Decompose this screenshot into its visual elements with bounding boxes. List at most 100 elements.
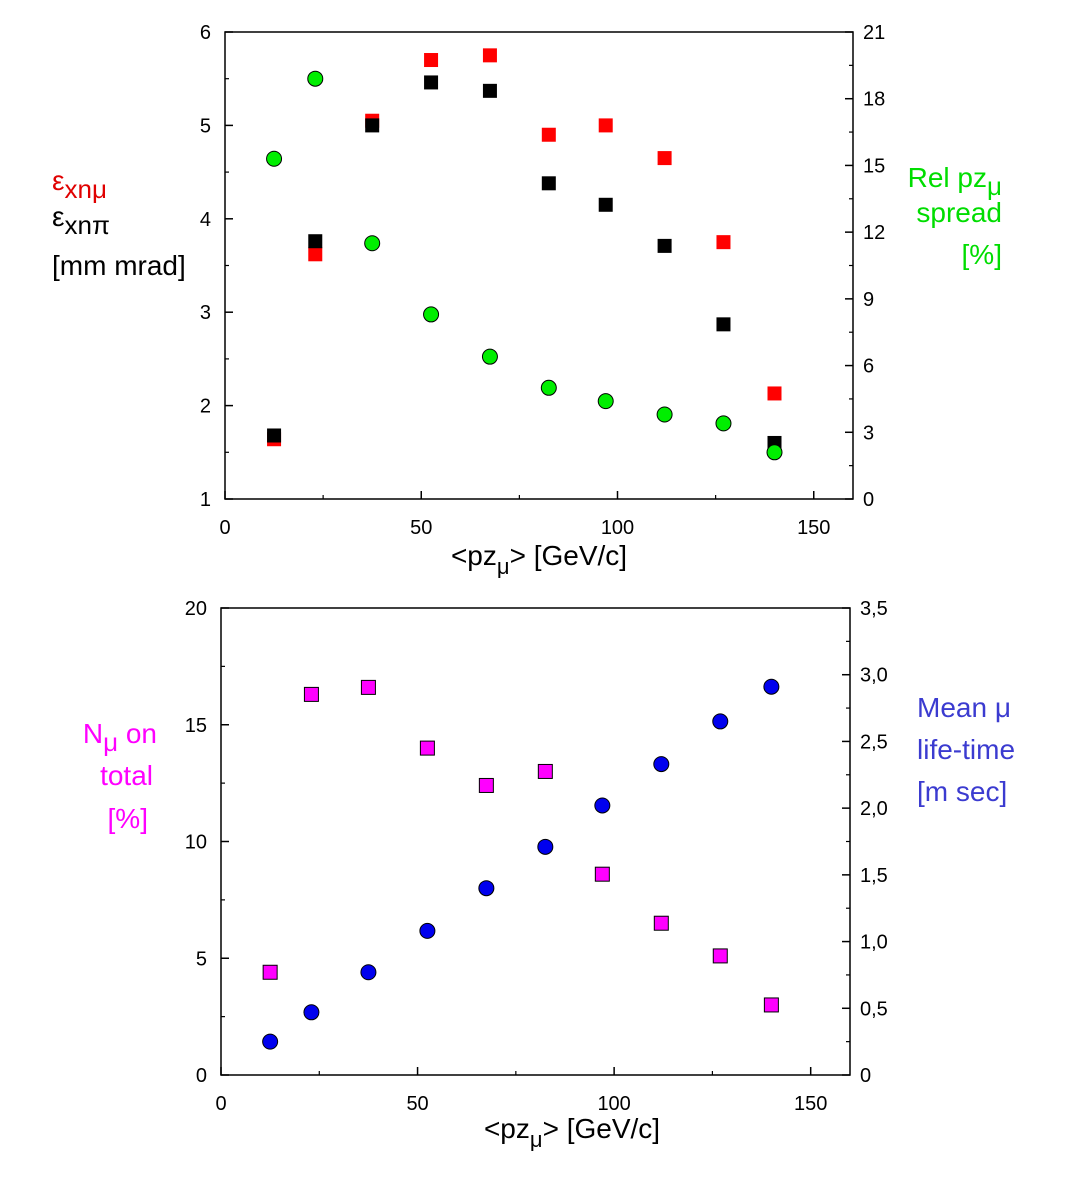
top-right-tick-label: 12 [863,222,885,244]
top-x-axis-ticks: 0 50 100 150 [219,491,830,539]
bottom-series0-point [262,964,278,980]
bottom-series0-point [303,686,319,702]
bottom-x-tick-label: 150 [794,1093,827,1115]
bottom-x-tick-label: 50 [406,1093,428,1115]
bottom-x-axis-ticks: 0 50 100 150 [215,1067,827,1115]
top-right-label-line1: Rel pzμ [908,162,1002,201]
bottom-right-tick-label: 3,0 [860,665,888,687]
bottom-series1-point [653,756,670,773]
top-series1-point [424,75,439,90]
top-x-tick-label: 100 [601,517,634,539]
bottom-series1-point [763,678,780,695]
bottom-right-tick-label: 3,5 [860,598,888,620]
top-plot-frame [224,31,854,500]
top-right-tick-label: 21 [863,22,885,44]
bottom-x-axis-label: <pzμ> [GeV/c] [484,1113,660,1152]
bottom-right-label-line3: [m sec] [917,776,1007,807]
top-right-tick-label: 3 [863,422,874,444]
bottom-right-label-line1: Mean μ [917,692,1011,723]
top-series2-point [656,406,673,423]
bottom-right-tick-label: 2,0 [860,798,888,820]
top-left-tick-label: 2 [200,396,211,418]
top-series0-point [767,386,782,401]
top-right-tick-label: 18 [863,89,885,111]
top-series0-point [598,118,613,133]
bottom-x-tick-label: 0 [215,1093,226,1115]
bottom-right-tick-label: 0,5 [860,998,888,1020]
bottom-x-tick-label: 100 [597,1093,630,1115]
top-series1-point [541,176,556,191]
bottom-left-axis-ticks: 0 5 10 15 20 [185,598,229,1087]
top-x-tick-label: 0 [219,517,230,539]
top-series2-point [364,235,381,252]
top-series0-point [482,48,497,63]
top-left-axis-ticks: 1 2 3 4 5 6 [200,22,233,511]
bottom-series0-point [763,997,779,1013]
top-right-axis-ticks: 0 3 6 9 12 15 18 21 [845,22,885,511]
bottom-series0-point [537,763,553,779]
top-series1-point [482,83,497,98]
top-right-tick-label: 15 [863,155,885,177]
top-series1-point [267,428,282,443]
bottom-left-label-line1: Nμ on [83,718,157,757]
top-left-tick-label: 6 [200,22,211,44]
top-right-label-line3: [%] [962,239,1002,270]
bottom-series1-point [419,922,436,939]
bottom-series1-point [712,713,729,730]
top-left-tick-label: 3 [200,302,211,324]
bottom-right-label-line2: life-time [917,734,1015,765]
top-right-tick-label: 0 [863,489,874,511]
bottom-left-label-line3: [%] [108,803,148,834]
bottom-plot-frame [220,607,851,1076]
bottom-series0-point [594,866,610,882]
bottom-series0-point [478,777,494,793]
bottom-left-tick-label: 0 [196,1065,207,1087]
bottom-series0-point [419,740,435,756]
bottom-series1-point [262,1033,279,1050]
bottom-series1-point [478,880,495,897]
bottom-left-tick-label: 10 [185,832,207,854]
top-series1-point [657,238,672,253]
bottom-chart: 0 50 100 150 0 5 10 15 20 0 0,5 1,0 1,5 2,0 2,5 3,0 3,… [83,598,1015,1152]
top-right-tick-label: 9 [863,289,874,311]
bottom-series1-point [360,964,377,981]
bottom-right-tick-label: 0 [860,1065,871,1087]
bottom-right-axis-ticks: 0 0,5 1,0 1,5 2,0 2,5 3,0 3,5 [842,598,888,1087]
top-series2-point [540,379,557,396]
bottom-series0-point [712,948,728,964]
top-left-label-emu: εxnμ [52,165,107,204]
top-series2-point [715,415,732,432]
bottom-series0-point [653,915,669,931]
top-series0-point [424,53,439,68]
bottom-series1-point [303,1004,320,1021]
top-left-label-epi: εxnπ [52,201,110,240]
top-series1-point [598,197,613,212]
top-left-tick-label: 5 [200,115,211,137]
top-data-marks [266,48,783,461]
top-series2-point [307,70,324,87]
top-x-tick-label: 50 [410,517,432,539]
top-series0-point [716,235,731,250]
top-series2-point [423,306,440,323]
bottom-left-tick-label: 5 [196,948,207,970]
top-series2-point [766,444,783,461]
top-left-tick-label: 1 [200,489,211,511]
top-x-tick-label: 150 [797,517,830,539]
top-right-tick-label: 6 [863,356,874,378]
top-left-tick-label: 4 [200,209,211,231]
top-series2-point [597,393,614,410]
top-series1-point [308,234,323,249]
bottom-left-tick-label: 20 [185,598,207,620]
bottom-series1-point [594,797,611,814]
bottom-data-marks [262,678,780,1050]
top-right-label-line2: spread [916,197,1002,228]
bottom-series0-point [360,679,376,695]
top-x-axis-label: <pzμ> [GeV/c] [451,540,627,579]
top-series0-point [657,151,672,166]
bottom-right-tick-label: 2,5 [860,731,888,753]
bottom-right-tick-label: 1,5 [860,865,888,887]
bottom-right-tick-label: 1,0 [860,932,888,954]
top-series1-point [365,118,380,133]
